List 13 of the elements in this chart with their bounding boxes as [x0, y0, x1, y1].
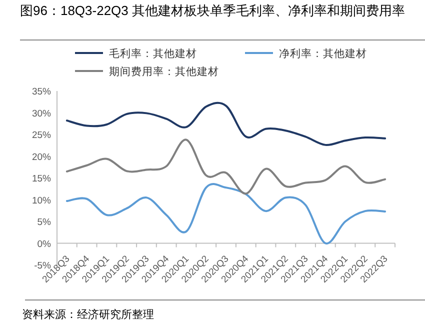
y-tick-label: 20% [32, 152, 52, 163]
title: 图96：18Q3-22Q3 其他建材板块单季毛利率、净利率和期间费用率 [20, 3, 406, 18]
legend-label: 毛利率：其他建材 [109, 47, 197, 60]
y-tick-label: 5% [37, 217, 52, 228]
y-tick-label: 15% [32, 174, 52, 184]
y-tick-label: 30% [32, 108, 52, 120]
y-tick-label: 0% [37, 238, 52, 250]
y-tick-label: 25% [32, 130, 52, 141]
y-tick-label: 35% [32, 86, 52, 98]
legend-label: 期间费用率：其他建材 [109, 65, 219, 78]
text: 资料来源：经济研究所整理 [22, 308, 154, 321]
legend-label: 净利率：其他建材 [279, 47, 367, 60]
y-tick-label: 10% [32, 195, 52, 206]
